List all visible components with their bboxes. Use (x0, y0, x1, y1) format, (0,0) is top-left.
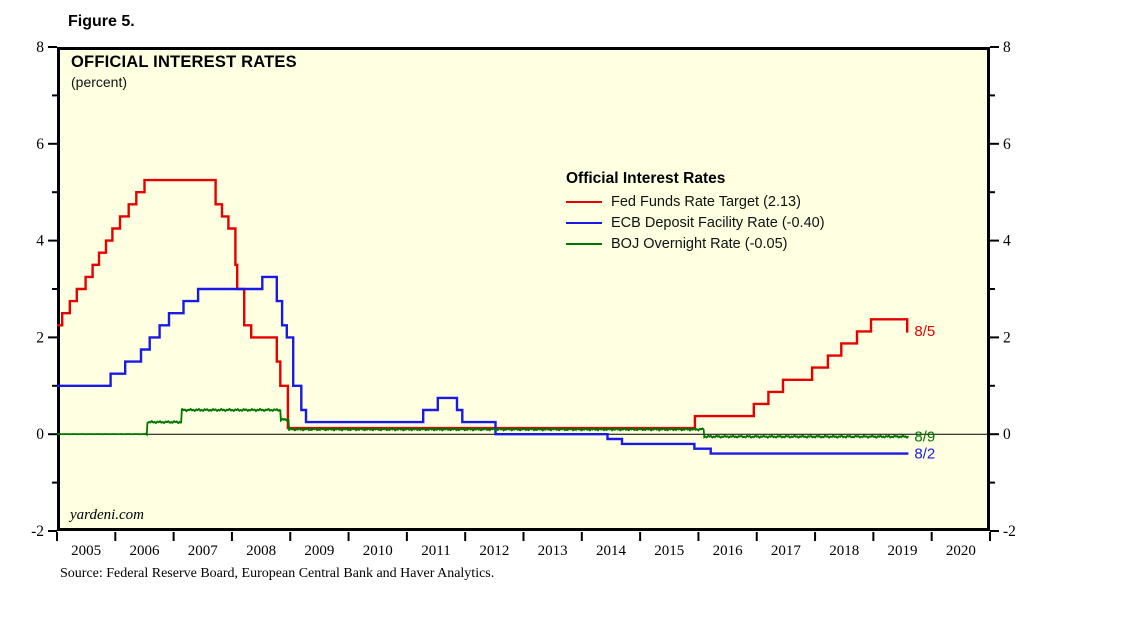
source-note: Source: Federal Reserve Board, European … (60, 566, 495, 581)
x-axis-year-label: 2005 (71, 543, 101, 559)
y-axis-label-right: 2 (1003, 329, 1011, 346)
y-axis-label-right: 6 (1003, 136, 1011, 153)
x-axis-year-label: 2017 (771, 543, 802, 559)
figure-label: Figure 5. (68, 13, 135, 30)
x-axis-year-label: 2018 (829, 543, 859, 559)
y-axis-label-left: 0 (36, 426, 44, 443)
y-axis-label-right: 4 (1003, 233, 1011, 250)
legend-title: Official Interest Rates (566, 170, 726, 187)
legend-label-fed-funds: Fed Funds Rate Target (2.13) (611, 193, 801, 210)
y-axis-label-left: 6 (36, 136, 44, 153)
x-axis-year-label: 2014 (596, 543, 627, 559)
chart-title: OFFICIAL INTEREST RATES (71, 53, 297, 71)
legend-item-boj-overnight: BOJ Overnight Rate (-0.05) (566, 233, 825, 254)
plot-area (57, 47, 990, 531)
x-axis-year-label: 2006 (129, 543, 160, 559)
y-axis-label-right: -2 (1003, 523, 1016, 540)
x-axis-year-label: 2008 (246, 543, 276, 559)
y-axis-label-right: 0 (1003, 426, 1011, 443)
y-axis-label-left: 8 (36, 39, 44, 56)
x-axis-year-label: 2013 (538, 543, 568, 559)
chart-subtitle: (percent) (71, 74, 128, 90)
x-axis-year-label: 2016 (713, 543, 744, 559)
watermark: yardeni.com (70, 507, 145, 523)
y-axis-label-left: 4 (36, 233, 44, 250)
x-axis-year-label: 2010 (363, 543, 393, 559)
x-axis-year-label: 2007 (188, 543, 219, 559)
legend-item-ecb-deposit: ECB Deposit Facility Rate (-0.40) (566, 212, 825, 233)
x-axis-year-label: 2015 (654, 543, 684, 559)
x-axis-year-label: 2019 (888, 543, 918, 559)
x-axis-year-label: 2009 (304, 543, 334, 559)
legend: Official Interest Rates Fed Funds Rate T… (566, 170, 825, 254)
x-axis-year-label: 2012 (479, 543, 509, 559)
x-axis-year-label: 2011 (421, 543, 450, 559)
ecb-deposit-line-swatch (566, 221, 602, 224)
y-axis-label-left: 2 (36, 329, 44, 346)
legend-label-ecb-deposit: ECB Deposit Facility Rate (-0.40) (611, 214, 825, 231)
x-axis-year-label: 2020 (946, 543, 976, 559)
legend-item-fed-funds: Fed Funds Rate Target (2.13) (566, 191, 825, 212)
y-axis-label-left: -2 (31, 523, 44, 540)
y-axis-label-right: 8 (1003, 39, 1011, 56)
legend-label-boj-overnight: BOJ Overnight Rate (-0.05) (611, 235, 788, 252)
boj-overnight-line-swatch (566, 242, 602, 245)
fed-funds-line-swatch (566, 200, 602, 203)
